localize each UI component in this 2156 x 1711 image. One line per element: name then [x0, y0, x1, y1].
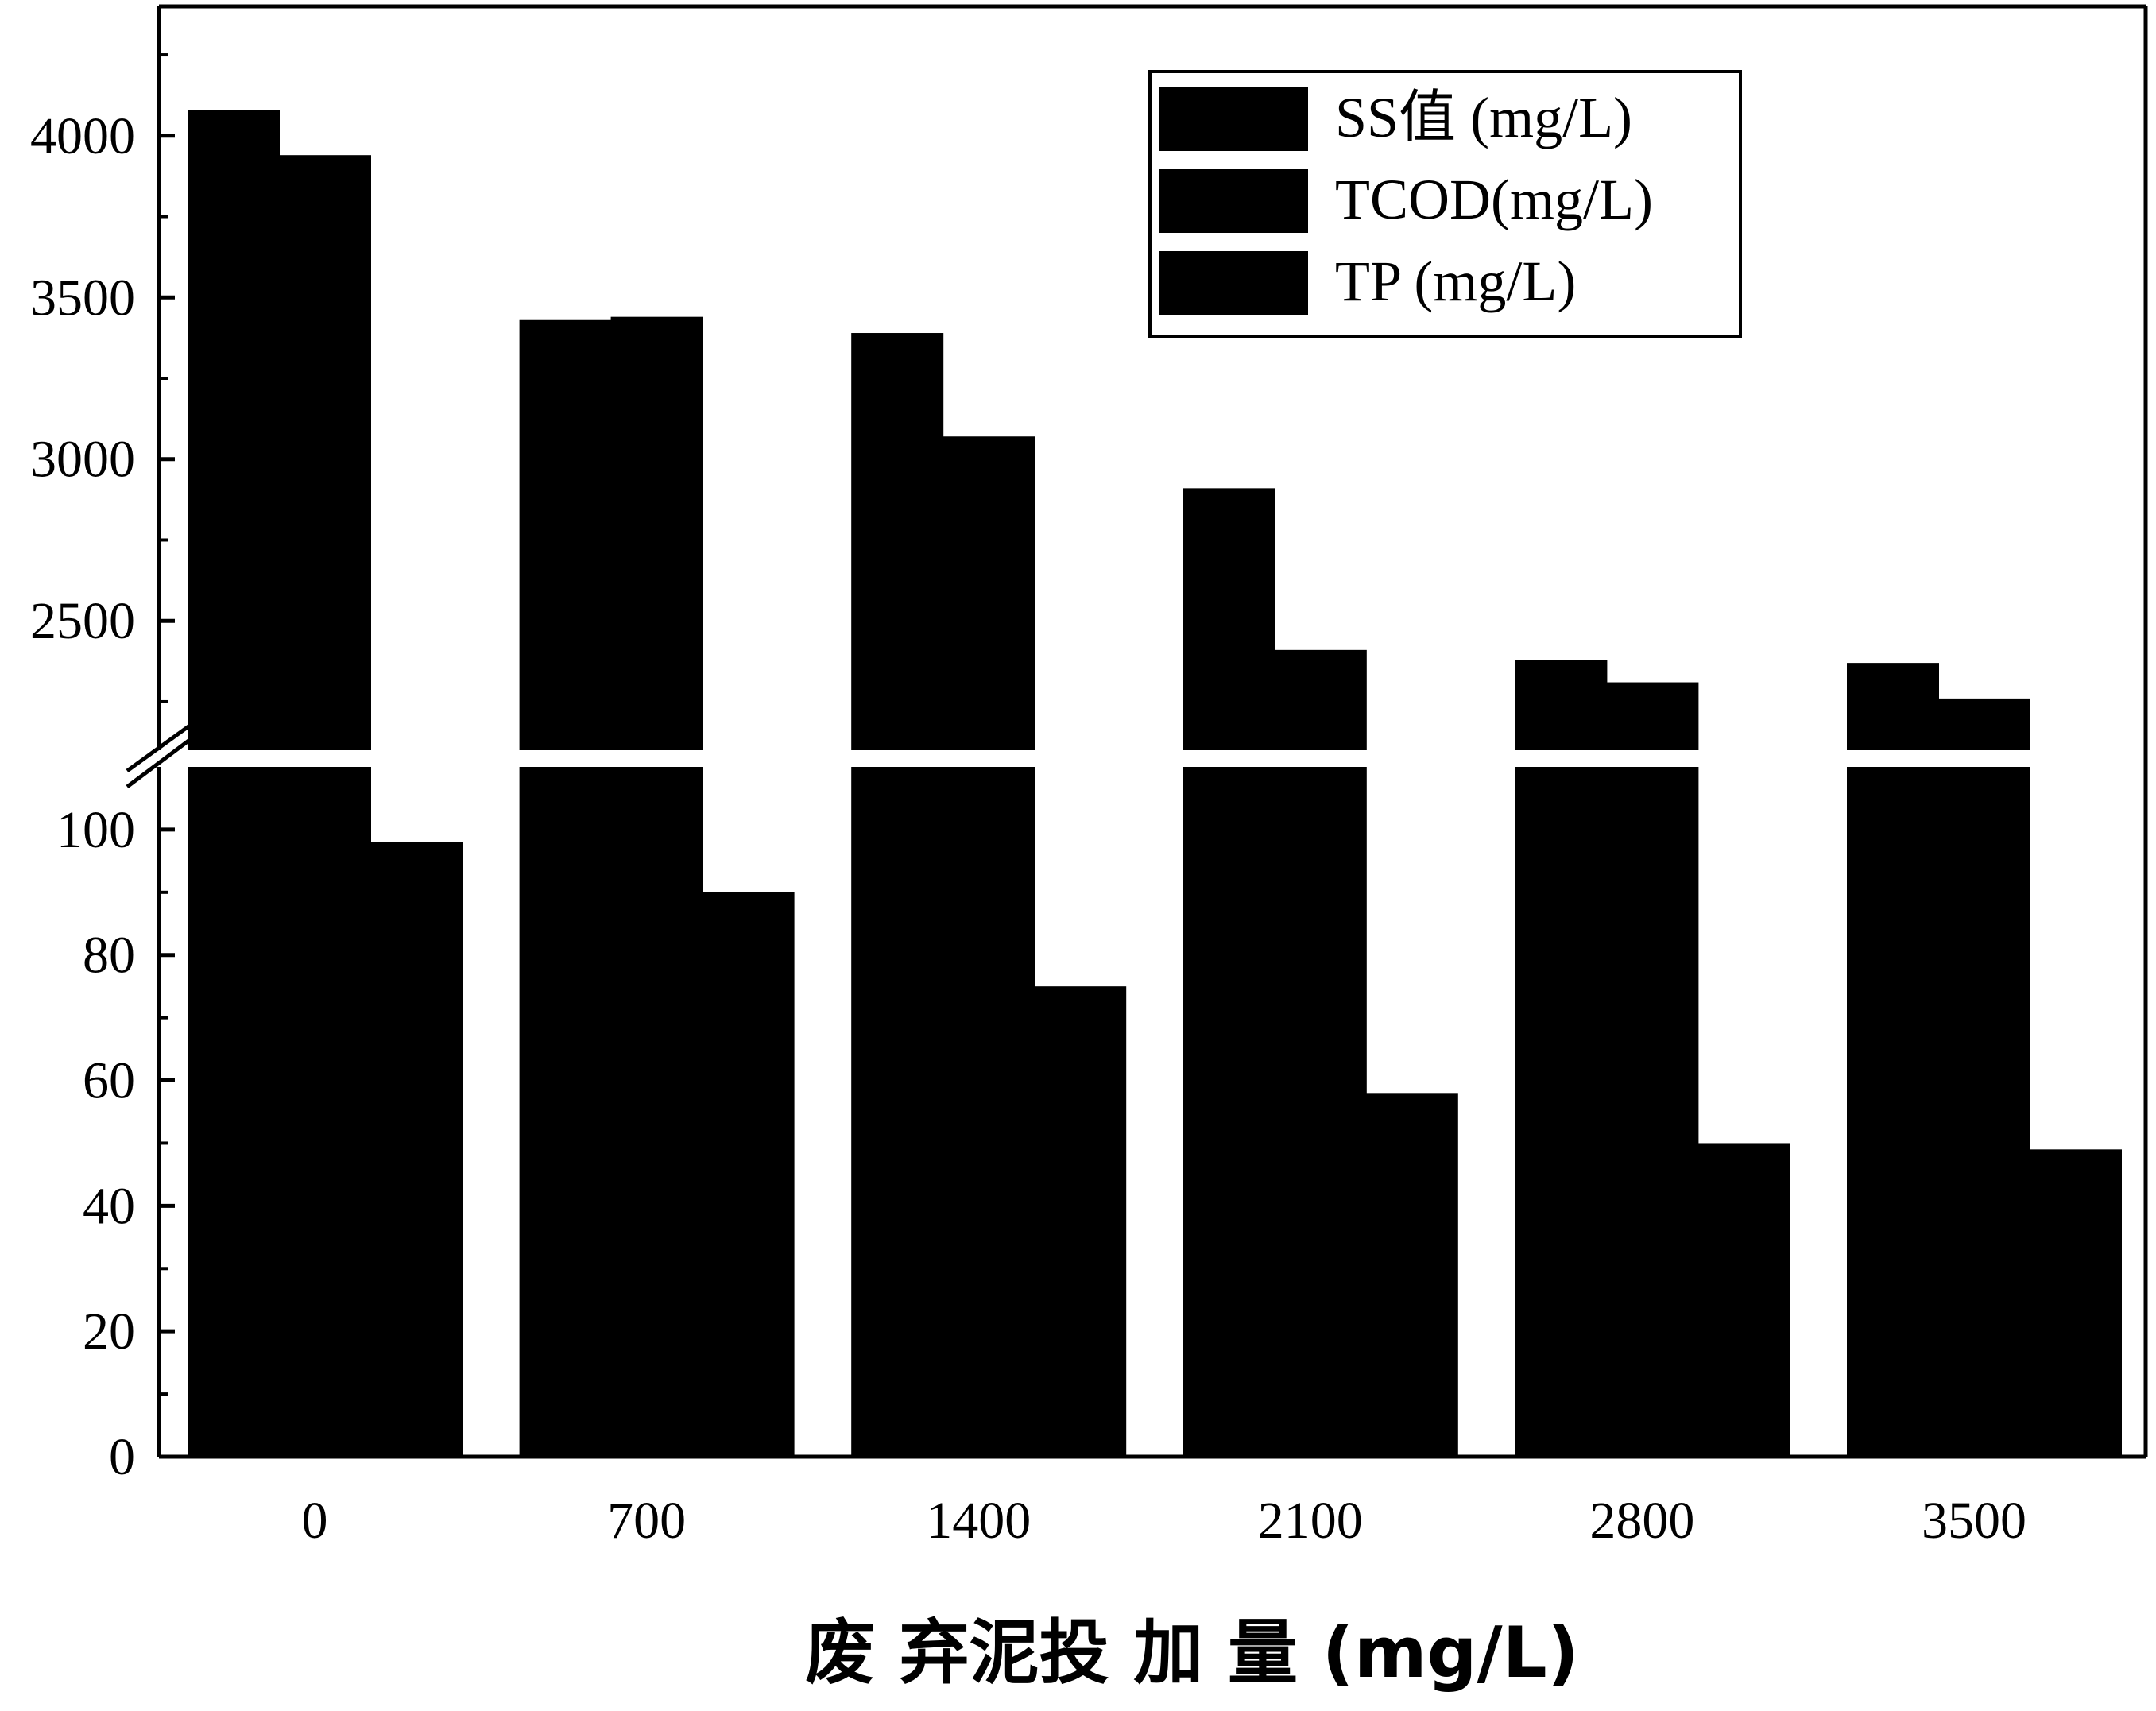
- bar-1-0-lower: [188, 767, 280, 1457]
- x-tick-label-2100: 2100: [1258, 1492, 1363, 1550]
- bar-1-2100: [1183, 488, 1275, 750]
- bar-2-700: [610, 316, 703, 751]
- bar-2-1400-lower: [943, 767, 1035, 1457]
- bar-2-2800: [1606, 682, 1699, 750]
- bar-2-2800-lower: [1606, 767, 1699, 1457]
- bar-1-3500-lower: [1847, 767, 1939, 1457]
- bar-2-1400: [943, 436, 1035, 750]
- bar-1-700: [519, 319, 612, 751]
- legend-label-2: TCOD(mg/L): [1335, 168, 1653, 231]
- y-tick-label-3000: 3000: [30, 431, 135, 489]
- y-tick-label-3500: 3500: [30, 269, 135, 327]
- bar-2-2100: [1274, 649, 1367, 750]
- bar-2-700-lower: [610, 767, 703, 1457]
- bar-3-0: [370, 842, 463, 1457]
- x-tick-label-0: 0: [302, 1492, 328, 1550]
- bar-1-2800-lower: [1515, 767, 1608, 1457]
- break-slash-1: [126, 737, 192, 788]
- bar-1-2100-lower: [1183, 767, 1275, 1457]
- bar-2-3500: [1938, 698, 2030, 750]
- bar-1-1400-lower: [851, 767, 944, 1457]
- bar-2-2100-lower: [1274, 767, 1367, 1457]
- y-ticks: 0 20 40 60 80 100 2500 3000 3500 4000: [30, 53, 175, 1486]
- bar-3-700: [702, 892, 795, 1457]
- legend-swatch-2: [1159, 169, 1308, 233]
- bar-1-2800: [1515, 660, 1608, 750]
- x-tick-label-1400: 1400: [926, 1492, 1031, 1550]
- bar-2-3500-lower: [1938, 767, 2030, 1457]
- bar-1-700-lower: [519, 767, 612, 1457]
- break-gap: [135, 752, 2146, 765]
- x-tick-label-3500: 3500: [1922, 1492, 2026, 1550]
- bar-3-3500: [2030, 1149, 2122, 1457]
- y-tick-label-0: 0: [109, 1428, 135, 1486]
- x-tick-label-2800: 2800: [1589, 1492, 1694, 1550]
- x-axis-title: 废 弃泥投 加 量 (mg/L): [805, 1612, 1579, 1694]
- bar-1-3500: [1847, 663, 1939, 750]
- y-tick-label-40: 40: [83, 1177, 135, 1235]
- y-tick-label-2500: 2500: [30, 592, 135, 650]
- legend-swatch-1: [1159, 87, 1308, 151]
- legend-swatch-3: [1159, 251, 1308, 315]
- axes: [157, 4, 2148, 1459]
- bar-3-1400: [1034, 986, 1127, 1457]
- bar-2-0-lower: [279, 767, 371, 1457]
- y-tick-label-20: 20: [83, 1303, 135, 1361]
- bar-1-0: [188, 110, 280, 751]
- y-tick-label-100: 100: [56, 801, 135, 859]
- y-tick-label-4000: 4000: [30, 107, 135, 165]
- bar-2-0: [279, 155, 371, 750]
- bar-3-2100: [1365, 1093, 1458, 1457]
- bar-3-2800: [1697, 1143, 1790, 1457]
- legend-label-1: SS值 (mg/L): [1335, 86, 1632, 149]
- y-tick-label-80: 80: [83, 927, 135, 985]
- x-tick-label-700: 700: [607, 1492, 686, 1550]
- y-tick-label-60: 60: [83, 1052, 135, 1110]
- bar-1-1400: [851, 333, 944, 750]
- x-ticks: 0 700 1400 2100 2800 3500: [302, 1444, 2026, 1550]
- legend: SS值 (mg/L) TCOD(mg/L) TP (mg/L): [1148, 70, 1742, 338]
- legend-label-3: TP (mg/L): [1335, 250, 1576, 313]
- bars-layer: [188, 110, 2122, 1457]
